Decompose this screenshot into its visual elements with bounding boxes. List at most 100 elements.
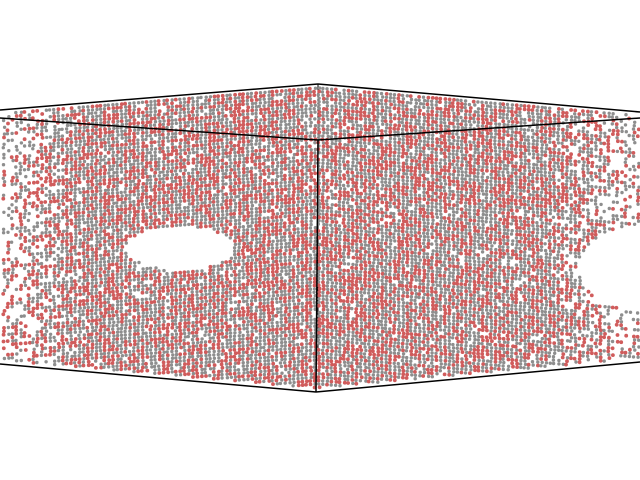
- carbon-atom: [287, 211, 292, 215]
- oxygen-atom: [153, 225, 158, 230]
- oxygen-atom: [127, 366, 132, 371]
- carbon-atom: [61, 362, 65, 366]
- oxygen-atom: [44, 176, 49, 181]
- oxygen-atom: [161, 149, 165, 154]
- carbon-atom: [232, 246, 237, 250]
- oxygen-atom: [89, 179, 94, 184]
- oxygen-atom: [242, 170, 246, 175]
- carbon-atom: [187, 294, 191, 298]
- carbon-atom: [203, 170, 207, 174]
- oxygen-atom: [107, 113, 111, 118]
- oxygen-atom: [186, 361, 191, 366]
- carbon-atom: [2, 152, 6, 157]
- oxygen-atom: [111, 157, 116, 162]
- carbon-atom: [220, 168, 225, 173]
- carbon-atom: [295, 104, 300, 109]
- oxygen-atom: [94, 257, 99, 261]
- carbon-atom: [301, 128, 305, 132]
- carbon-atom: [199, 310, 203, 314]
- carbon-atom: [108, 293, 112, 298]
- oxygen-atom: [124, 183, 129, 188]
- oxygen-atom: [85, 247, 90, 252]
- oxygen-atom: [275, 147, 279, 152]
- carbon-atom: [82, 278, 87, 283]
- carbon-atom: [258, 325, 263, 329]
- carbon-atom: [52, 111, 56, 115]
- carbon-atom: [6, 213, 11, 217]
- oxygen-atom: [262, 117, 267, 122]
- oxygen-atom: [136, 199, 141, 204]
- oxygen-atom: [94, 162, 98, 166]
- carbon-atom: [271, 110, 275, 114]
- carbon-atom: [213, 101, 217, 106]
- oxygen-atom: [44, 271, 48, 276]
- oxygen-atom: [140, 365, 145, 370]
- oxygen-atom: [191, 375, 195, 379]
- carbon-atom: [212, 142, 216, 146]
- oxygen-atom: [69, 157, 74, 162]
- oxygen-atom: [120, 316, 124, 321]
- carbon-atom: [304, 359, 308, 363]
- carbon-atom: [89, 145, 94, 149]
- oxygen-atom: [267, 328, 272, 332]
- oxygen-atom: [270, 215, 275, 220]
- oxygen-atom: [178, 104, 183, 108]
- carbon-atom: [170, 203, 174, 207]
- carbon-atom: [309, 318, 313, 322]
- carbon-atom: [287, 156, 291, 160]
- oxygen-atom: [26, 194, 31, 199]
- oxygen-atom: [39, 142, 44, 147]
- carbon-atom: [74, 170, 78, 175]
- carbon-atom: [81, 214, 85, 218]
- oxygen-atom: [182, 365, 187, 370]
- oxygen-atom: [68, 232, 73, 236]
- carbon-atom: [149, 147, 154, 151]
- oxygen-atom: [68, 181, 73, 185]
- carbon-atom: [186, 107, 190, 111]
- carbon-atom: [149, 355, 153, 359]
- carbon-atom: [183, 294, 187, 298]
- carbon-atom: [216, 305, 220, 309]
- carbon-atom: [136, 271, 141, 275]
- oxygen-atom: [283, 350, 288, 355]
- carbon-atom: [120, 289, 125, 293]
- oxygen-atom: [250, 377, 255, 381]
- carbon-atom: [266, 148, 271, 152]
- carbon-atom: [297, 200, 301, 204]
- carbon-atom: [250, 101, 255, 106]
- carbon-atom: [110, 208, 115, 212]
- carbon-atom: [304, 338, 309, 343]
- oxygen-atom: [98, 134, 102, 139]
- carbon-atom: [73, 194, 77, 198]
- carbon-atom: [178, 359, 182, 363]
- oxygen-atom: [23, 201, 28, 206]
- carbon-atom: [35, 330, 40, 334]
- oxygen-atom: [309, 151, 314, 156]
- oxygen-atom: [149, 276, 154, 281]
- carbon-atom: [10, 332, 14, 336]
- carbon-atom: [250, 278, 254, 283]
- oxygen-atom: [115, 286, 119, 290]
- oxygen-atom: [291, 241, 296, 245]
- carbon-atom: [304, 328, 308, 332]
- carbon-atom: [195, 123, 200, 127]
- carbon-atom: [292, 312, 297, 317]
- carbon-atom: [228, 351, 233, 356]
- carbon-atom: [48, 135, 53, 139]
- carbon-atom: [178, 114, 182, 119]
- carbon-atom: [102, 294, 106, 298]
- oxygen-atom: [44, 264, 48, 269]
- carbon-atom: [195, 194, 200, 199]
- oxygen-atom: [300, 267, 305, 272]
- oxygen-atom: [228, 174, 232, 179]
- oxygen-atom: [153, 198, 157, 202]
- carbon-atom: [266, 321, 270, 325]
- carbon-atom: [132, 278, 136, 282]
- carbon-atom: [28, 276, 32, 280]
- oxygen-atom: [207, 213, 212, 218]
- oxygen-atom: [72, 265, 77, 270]
- carbon-atom: [250, 200, 254, 204]
- carbon-atom: [145, 134, 149, 138]
- oxygen-atom: [182, 188, 187, 193]
